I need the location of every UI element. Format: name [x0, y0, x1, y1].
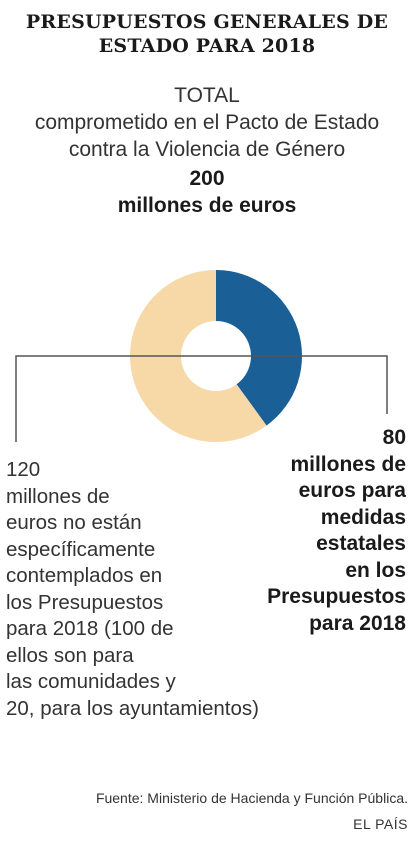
label-state-line-3: euros para [298, 479, 406, 502]
label-state-line-7: Presupuestos [267, 585, 406, 608]
label-state-line-8: para 2018 [309, 611, 406, 635]
label-state-line-2: millones de [290, 452, 406, 476]
total-label-line-2: comprometido en el Pacto de Estado [34, 111, 380, 134]
label-unplanned-line-7: para 2018 (100 de [6, 617, 174, 640]
total-value-amount: 200 [189, 167, 225, 190]
total-label-line-1: TOTAL [174, 84, 240, 107]
label-state-line-1: 80 [382, 426, 406, 449]
label-unplanned-line-5: contemplados en [6, 564, 163, 587]
chart-title-line-1: PRESUPUESTOS GENERALES DE [25, 11, 389, 33]
label-unplanned-line-6: los Presupuestos [6, 590, 164, 614]
chart-title: PRESUPUESTOS GENERALES DE ESTADO PARA 20… [0, 10, 414, 58]
label-unplanned-line-9: las comunidades y [6, 670, 176, 693]
slice-state-measures [216, 270, 303, 426]
label-unplanned-line-2: millones de [6, 484, 110, 508]
label-state: 80 millones de euros para medidas estata… [206, 425, 406, 637]
chart-title-line-2: ESTADO PARA 2018 [98, 35, 316, 57]
label-unplanned-line-10: 20, para los ayuntamientos) [6, 696, 259, 720]
total-value-unit: millones de euros [117, 194, 297, 217]
total-label-line-3: contra la Violencia de Género [68, 138, 346, 161]
donut-chart [15, 270, 388, 442]
label-unplanned-line-1: 120 [6, 458, 41, 481]
label-state-line-4: medidas [320, 505, 406, 529]
leader-line-left [15, 355, 216, 442]
leader-line-right [216, 355, 388, 414]
label-state-line-6: en los [345, 558, 406, 582]
label-unplanned-line-4: específicamente [6, 537, 156, 561]
label-state-line-5: estatales [316, 532, 406, 555]
label-unplanned-line-3: euros no están [6, 511, 142, 534]
publisher-logo: EL PAÍS [353, 816, 408, 832]
label-unplanned: 120 millones de euros no están específic… [6, 457, 306, 722]
source-note: Fuente: Ministerio de Hacienda y Función… [95, 790, 408, 806]
label-unplanned-line-8: ellos son para [6, 643, 134, 667]
